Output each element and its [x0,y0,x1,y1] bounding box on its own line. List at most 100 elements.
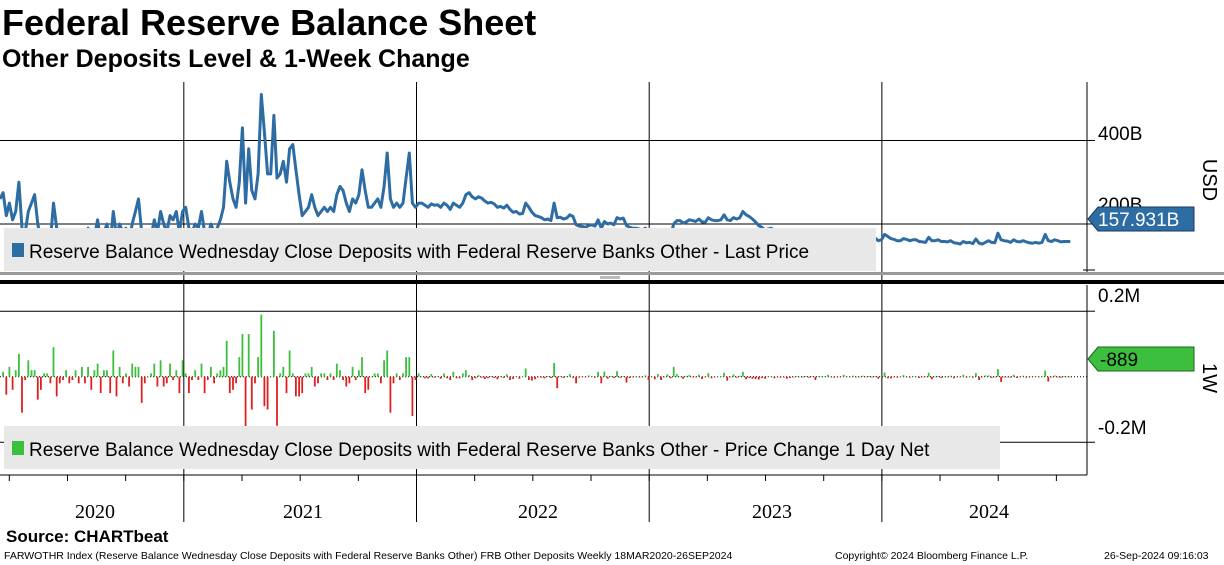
change-bar [71,376,74,380]
change-bar [839,376,842,378]
change-bar [635,376,637,378]
change-bar [537,376,540,378]
panel-separator[interactable] [0,272,1224,275]
change-bar [106,370,108,377]
change-bar [181,360,184,377]
change-bar [590,376,593,377]
change-bar [112,350,115,377]
change-bar [326,376,329,380]
change-bar [405,357,407,377]
change-bar [1034,376,1037,377]
change-bar [864,376,867,378]
change-bar [427,376,429,379]
change-bar [483,376,486,379]
change-bar [52,347,55,377]
change-bar [125,373,127,377]
index-info: FARWOTHR Index (Reserve Balance Wednesda… [4,550,733,562]
change-bar [172,376,174,380]
change-bar [638,376,640,378]
change-bar [540,376,543,378]
change-bar [361,357,363,377]
change-bar [836,376,839,378]
change-bar [754,376,757,379]
change-bar [729,376,732,378]
change-bar [206,376,209,380]
change-bar [666,374,669,377]
change-bar [162,376,165,387]
change-bar [880,376,883,377]
change-bar [380,376,382,384]
change-bar [987,375,990,377]
change-bar [823,376,826,377]
change-bar [18,353,20,377]
change-bar [137,366,140,377]
change-bar [446,376,448,379]
change-bar [817,376,820,377]
change-bar [228,376,231,394]
change-bar [342,376,344,380]
change-bar [993,376,996,378]
change-bar [1022,375,1024,377]
change-bar [288,350,291,377]
change-bar [109,376,112,394]
level-legend-text: Reserve Balance Wednesday Close Deposits… [29,242,809,263]
change-bar [701,376,703,379]
change-bar [773,376,776,379]
change-bar [918,376,921,378]
change-bar [792,376,795,378]
change-bar [1015,376,1018,378]
change-bar [997,369,999,377]
change-bar [269,376,272,378]
change-bar [298,376,300,397]
change-bar [191,376,193,380]
change-bar [757,376,760,380]
change-bar [323,373,326,377]
change-bar [902,375,905,377]
change-bar [1041,376,1043,377]
change-bar [84,376,86,384]
change-bar [509,376,511,380]
change-bar [210,366,212,377]
change-bar [965,376,968,378]
change-bar [924,376,927,378]
change-bar [899,376,902,378]
change-bar [14,370,17,377]
change-bar [1069,376,1072,378]
change-bar [748,376,751,378]
change-bar [779,376,782,378]
change-bar [811,376,814,377]
change-bar [568,374,571,377]
change-bar [420,376,423,378]
change-bar [153,363,156,377]
change-bar [455,376,458,379]
change-bar [414,376,417,380]
change-bar [653,376,656,380]
change-bar [358,370,360,377]
change-bar [669,376,672,379]
x-tick-label: 2021 [283,501,323,523]
change-bar [820,376,823,377]
change-bar [1025,376,1028,378]
change-bar [134,366,137,377]
change-bar [81,366,83,377]
change-bar [468,375,470,377]
separator-handle[interactable] [600,276,620,279]
change-bar [254,376,256,384]
change-bar [606,376,609,379]
last-price-label: 157.931B [1098,210,1179,231]
change-bar [58,376,61,384]
change-bar [868,376,870,377]
change-bar [329,373,332,377]
change-bar [43,373,45,377]
change-bar [770,376,773,377]
change-bar [103,370,105,377]
level-legend: Reserve Balance Wednesday Close Deposits… [4,228,876,271]
change-bar [1019,376,1021,378]
change-bar [949,375,952,377]
change-bar [266,376,269,410]
change-bar [896,376,899,378]
change-ylabel: 1W [1198,363,1220,393]
change-bar [128,376,130,387]
change-bar [1047,376,1050,382]
change-bar [1031,376,1034,378]
